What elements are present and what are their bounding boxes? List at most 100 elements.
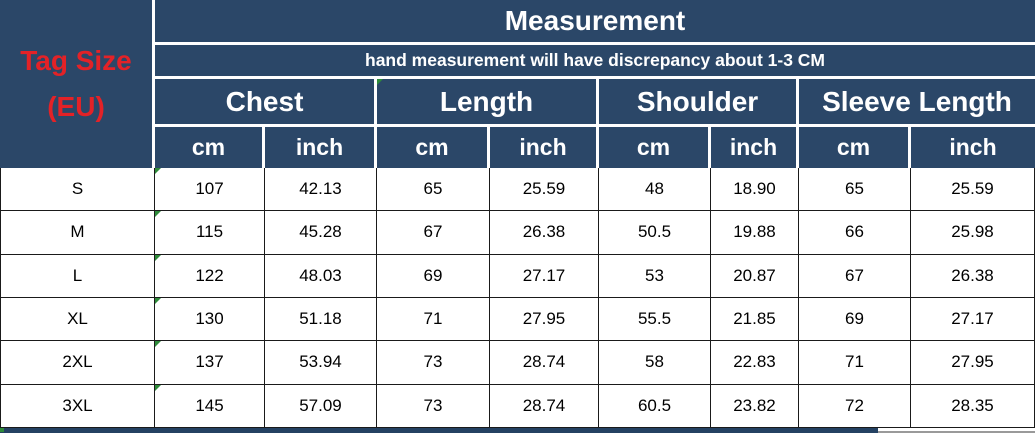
measurement-cell: 18.90 (711, 168, 799, 212)
measurement-value: 28.35 (951, 395, 994, 415)
measurement-cell: 130 (155, 297, 265, 342)
measurement-cell: 69 (799, 297, 911, 342)
measurement-cell: 122 (155, 254, 265, 298)
size-text: L (72, 265, 83, 285)
size-text: XL (67, 309, 88, 329)
measurement-cell: 23.82 (711, 384, 799, 428)
measurement-cell: 53 (599, 254, 711, 298)
measurement-cell: 71 (799, 341, 911, 385)
size-row-label: XL (0, 297, 155, 342)
table-title: Measurement (155, 0, 1035, 45)
excel-flag-icon (155, 384, 161, 391)
measurement-cell: 115 (155, 211, 265, 255)
measurement-value: 48 (645, 179, 664, 199)
bottom-gridline (878, 430, 1035, 433)
measurement-value: 58 (645, 352, 664, 372)
measurement-value: 19.88 (733, 222, 776, 242)
tag-size-line2: (EU) (47, 91, 105, 122)
cropped-next-row-edge (0, 427, 1035, 433)
measurement-value: 26.38 (522, 222, 566, 242)
measurement-value: 27.95 (522, 309, 566, 329)
measurement-cell: 145 (155, 384, 265, 428)
measurement-cell: 137 (155, 341, 265, 385)
tag-size-line1: Tag Size (20, 45, 132, 76)
size-text: 3XL (62, 395, 93, 415)
measurement-cell: 69 (377, 254, 490, 298)
measurement-cell: 42.13 (265, 168, 377, 212)
measurement-cell: 45.28 (265, 211, 377, 255)
measurement-cell: 20.87 (711, 254, 799, 298)
column-group-label: Length (439, 85, 534, 117)
measurement-value: 21.85 (733, 309, 776, 329)
measurement-cell: 28.74 (490, 384, 599, 428)
measurement-value: 20.87 (733, 265, 776, 285)
excel-flag-icon (377, 79, 383, 85)
measurement-value: 25.98 (951, 222, 994, 242)
measurement-cell: 25.98 (911, 211, 1035, 255)
measurement-value: 28.74 (522, 352, 566, 372)
measurement-value: 51.18 (299, 309, 342, 329)
measurement-value: 27.95 (951, 352, 994, 372)
measurement-cell: 28.35 (911, 384, 1035, 428)
size-row-label: S (0, 168, 155, 212)
measurement-cell: 48.03 (265, 254, 377, 298)
measurement-value: 137 (195, 352, 224, 372)
column-group-chest: Chest (155, 79, 377, 127)
measurement-cell: 57.09 (265, 384, 377, 428)
measurement-value: 69 (423, 265, 443, 285)
measurement-value: 107 (195, 179, 224, 199)
measurement-value: 67 (845, 265, 864, 285)
unit-header-chest-inch: inch (265, 127, 377, 168)
measurement-value: 28.74 (522, 395, 566, 415)
measurement-value: 73 (423, 395, 443, 415)
measurement-value: 45.28 (299, 222, 342, 242)
measurement-cell: 67 (799, 254, 911, 298)
measurement-cell: 51.18 (265, 297, 377, 342)
measurement-cell: 73 (377, 341, 490, 385)
excel-flag-icon (155, 341, 161, 348)
measurement-value: 53.94 (299, 352, 342, 372)
measurement-cell: 27.95 (490, 297, 599, 342)
measurement-cell: 53.94 (265, 341, 377, 385)
measurement-value: 25.59 (522, 179, 566, 199)
measurement-cell: 67 (377, 211, 490, 255)
measurement-cell: 28.74 (490, 341, 599, 385)
measurement-value: 122 (195, 265, 224, 285)
unit-header-sleeve-cm: cm (799, 127, 911, 168)
measurement-value: 65 (423, 179, 443, 199)
excel-flag-icon (155, 168, 161, 174)
measurement-cell: 27.17 (911, 297, 1035, 342)
measurement-cell: 66 (799, 211, 911, 255)
column-group-length: Length (377, 79, 599, 127)
measurement-value: 26.38 (951, 265, 994, 285)
unit-header-chest-cm: cm (155, 127, 265, 168)
measurement-value: 57.09 (299, 395, 342, 415)
measurement-value: 42.13 (299, 179, 342, 199)
size-row-label: M (0, 211, 155, 255)
measurement-cell: 60.5 (599, 384, 711, 428)
bottom-navy-bar (0, 427, 878, 433)
measurement-value: 27.17 (951, 309, 994, 329)
measurement-value: 71 (423, 309, 443, 329)
measurement-cell: 65 (377, 168, 490, 212)
excel-flag-icon (155, 297, 161, 304)
measurement-value: 18.90 (733, 179, 776, 199)
measurement-value: 60.5 (637, 395, 672, 415)
column-group-label: Chest (225, 85, 304, 117)
excel-flag-icon (155, 211, 161, 218)
measurement-cell: 107 (155, 168, 265, 212)
measurement-cell: 25.59 (911, 168, 1035, 212)
measurement-cell: 71 (377, 297, 490, 342)
measurement-cell: 26.38 (490, 211, 599, 255)
measurement-cell: 50.5 (599, 211, 711, 255)
measurement-value: 48.03 (299, 265, 342, 285)
measurement-value: 145 (195, 395, 224, 415)
unit-header-length-inch: inch (490, 127, 599, 168)
column-group-label: Shoulder (636, 85, 759, 117)
size-text: S (71, 179, 84, 199)
unit-header-shoulder-cm: cm (599, 127, 711, 168)
measurement-cell: 55.5 (599, 297, 711, 342)
measurement-value: 130 (195, 309, 224, 329)
